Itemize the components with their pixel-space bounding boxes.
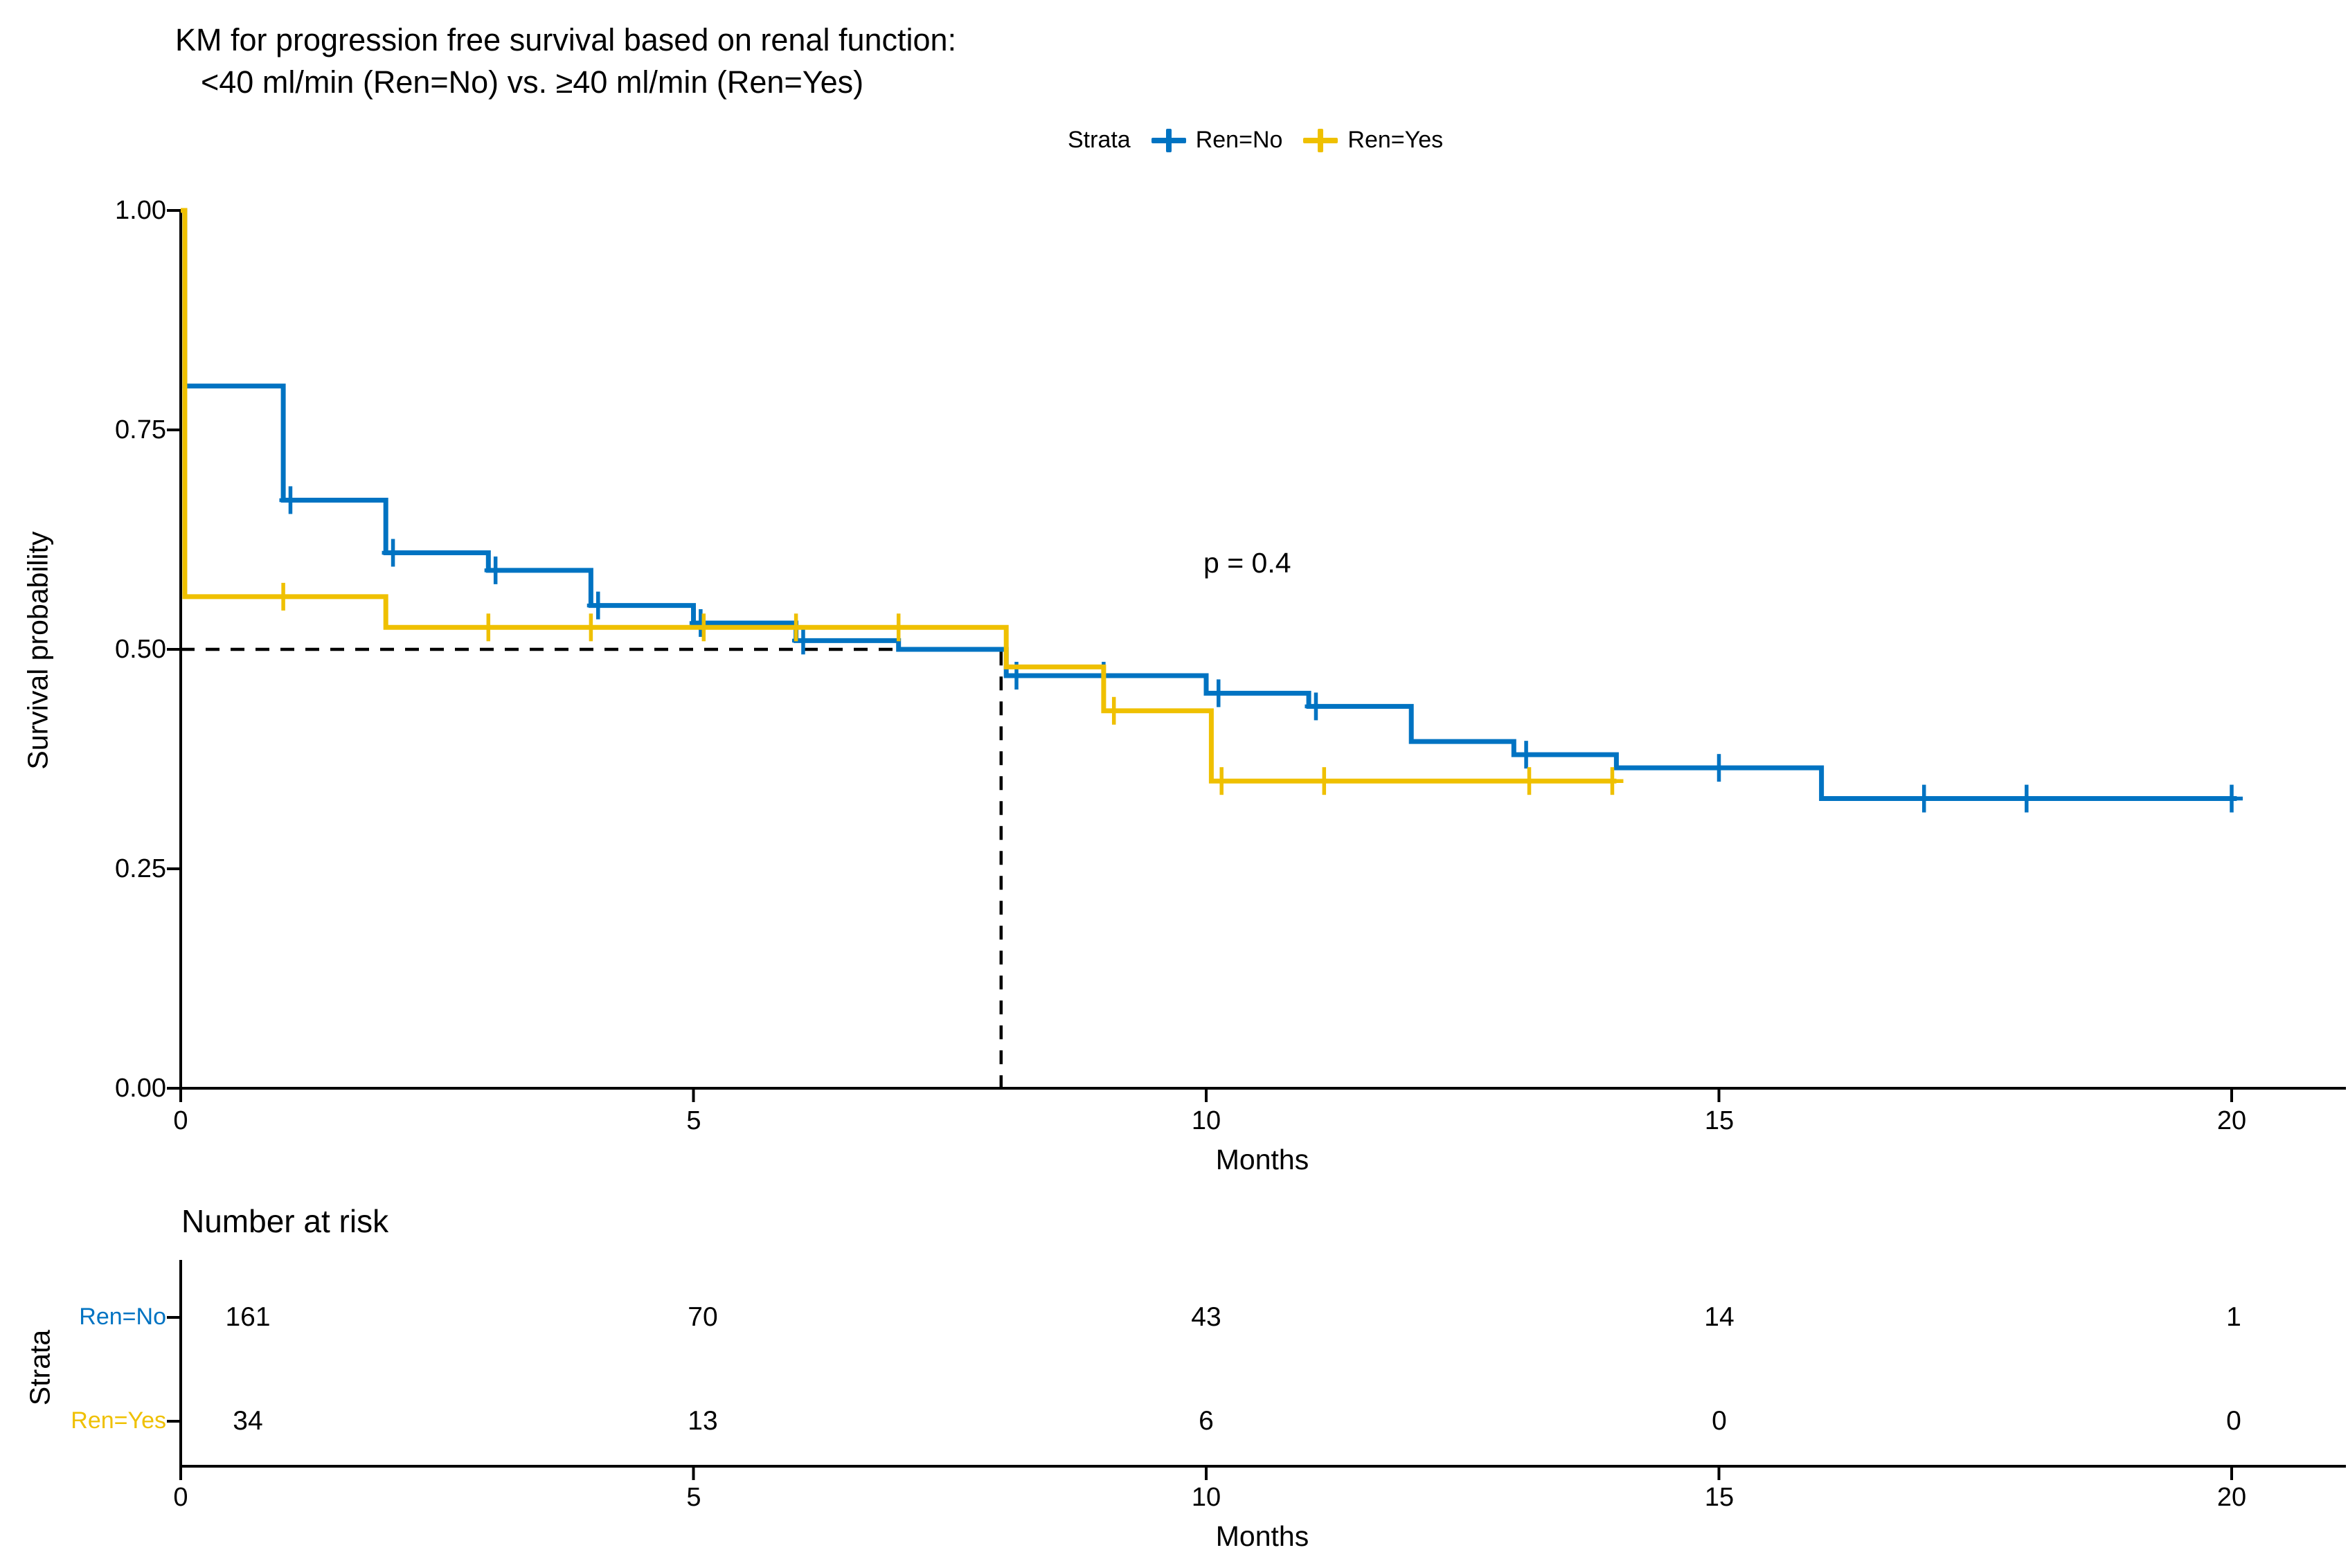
plot-title-line1: KM for progression free survival based o… [175, 22, 957, 57]
x-axis-title: Months [1215, 1144, 1309, 1175]
risk-row-label-ren-yes: Ren=Yes [71, 1407, 166, 1434]
x-tick-label: 0 [173, 1106, 188, 1135]
risk-count: 43 [1191, 1302, 1221, 1332]
risk-x-tick-label: 0 [173, 1483, 188, 1512]
risk-table-title: Number at risk [181, 1203, 389, 1239]
risk-count: 14 [1704, 1302, 1735, 1332]
risk-table-y-axis-title: Strata [24, 1329, 56, 1406]
y-tick-label: 1.00 [115, 196, 166, 225]
risk-count: 0 [2226, 1406, 2241, 1436]
risk-x-axis-title: Months [1215, 1520, 1309, 1552]
x-tick-label: 15 [1704, 1106, 1735, 1135]
pvalue-annotation: p = 0.4 [1203, 547, 1291, 579]
y-axis-title: Survival probability [21, 531, 54, 770]
y-tick-label: 0.75 [115, 415, 166, 444]
risk-count: 70 [688, 1302, 718, 1332]
legend-item-ren-no: Ren=No [1151, 127, 1283, 154]
risk-count: 34 [233, 1406, 263, 1436]
legend-label-ren-yes: Ren=Yes [1347, 127, 1444, 153]
plot-title-line2: <40 ml/min (Ren=No) vs. ≥40 ml/min (Ren=… [201, 64, 864, 100]
legend-label-ren-no: Ren=No [1195, 127, 1283, 153]
legend-item-ren-yes: Ren=Yes [1303, 127, 1443, 154]
censor-plus-icon [1303, 128, 1338, 152]
legend: Strata Ren=No Ren=Yes [1068, 127, 1443, 154]
legend-title: Strata [1068, 127, 1131, 153]
risk-count: 1 [2226, 1302, 2241, 1332]
risk-count: 13 [688, 1406, 718, 1436]
risk-count: 6 [1199, 1406, 1214, 1436]
x-tick-label: 20 [2216, 1106, 2247, 1135]
risk-count: 161 [225, 1302, 271, 1332]
x-tick-label: 10 [1191, 1106, 1221, 1135]
x-tick-label: 5 [686, 1106, 701, 1135]
risk-x-tick-label: 15 [1704, 1483, 1735, 1512]
risk-row-label-ren-no: Ren=No [79, 1304, 166, 1330]
risk-count: 0 [1712, 1406, 1727, 1436]
risk-x-tick-label: 10 [1191, 1483, 1221, 1512]
risk-x-tick-label: 20 [2216, 1483, 2247, 1512]
y-tick-label: 0.25 [115, 854, 166, 883]
y-tick-label: 0.50 [115, 635, 166, 664]
y-tick-label: 0.00 [115, 1074, 166, 1103]
risk-x-tick-label: 5 [686, 1483, 701, 1512]
censor-plus-icon [1151, 128, 1186, 152]
